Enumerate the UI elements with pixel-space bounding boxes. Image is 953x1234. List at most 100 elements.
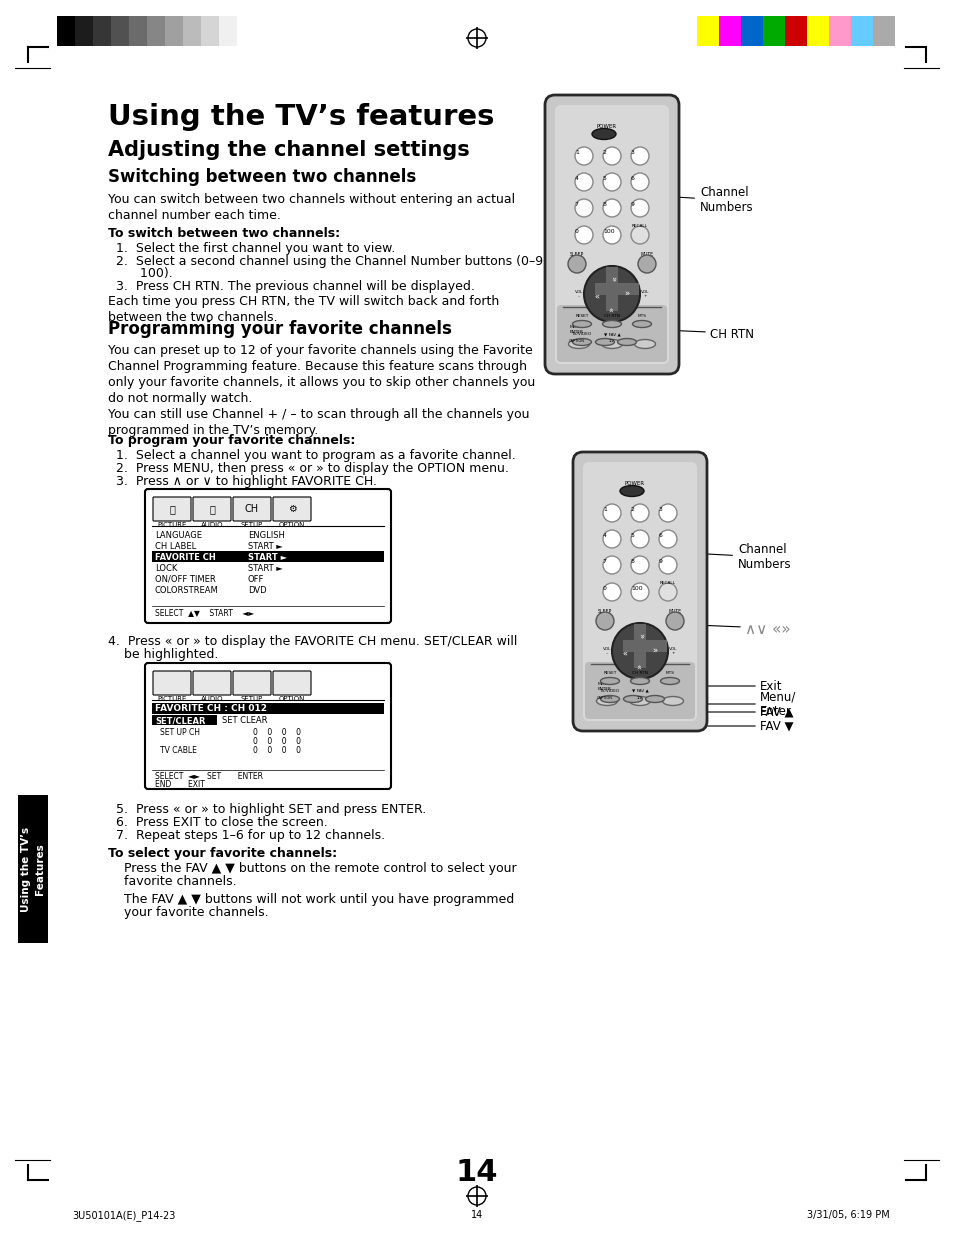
Text: OPTION: OPTION <box>278 696 305 702</box>
Text: SET UP CH: SET UP CH <box>160 728 200 737</box>
Ellipse shape <box>619 485 643 496</box>
Text: CAPTION: CAPTION <box>568 339 584 343</box>
Bar <box>828 16 850 46</box>
Text: CH–: CH– <box>607 325 616 329</box>
Text: SETUP: SETUP <box>240 522 263 528</box>
Text: 14: 14 <box>456 1157 497 1187</box>
Text: 6: 6 <box>630 176 634 181</box>
Circle shape <box>602 582 620 601</box>
Bar <box>622 640 644 652</box>
Text: 8: 8 <box>602 202 606 207</box>
Text: 3: 3 <box>630 151 634 155</box>
Circle shape <box>630 557 648 574</box>
Text: CH+: CH+ <box>606 267 617 271</box>
Text: 100).: 100). <box>116 267 172 280</box>
Text: LOCK: LOCK <box>154 564 177 573</box>
Text: »: » <box>594 290 598 299</box>
Circle shape <box>665 612 683 631</box>
Circle shape <box>575 226 593 244</box>
FancyBboxPatch shape <box>145 489 391 623</box>
Circle shape <box>583 267 639 322</box>
Circle shape <box>638 255 656 273</box>
Text: 0: 0 <box>602 586 606 591</box>
Text: FAVORITE CH: FAVORITE CH <box>154 553 215 561</box>
Bar <box>165 16 183 46</box>
Bar <box>806 16 828 46</box>
Text: »: » <box>607 276 616 281</box>
Text: SELECT  ▲▼    START    ◄►: SELECT ▲▼ START ◄► <box>154 608 253 617</box>
Text: ▼ FAV ▲: ▼ FAV ▲ <box>603 332 619 336</box>
Bar <box>201 16 219 46</box>
Circle shape <box>575 147 593 165</box>
Text: POWER: POWER <box>597 123 617 130</box>
FancyBboxPatch shape <box>233 671 271 695</box>
Text: LANGUAGE: LANGUAGE <box>154 531 202 540</box>
Text: MUTE: MUTE <box>668 610 680 615</box>
Bar <box>92 16 111 46</box>
Text: 2.  Select a second channel using the Channel Number buttons (0–9,: 2. Select a second channel using the Cha… <box>116 255 547 268</box>
Text: END       EXIT: END EXIT <box>154 780 205 789</box>
FancyBboxPatch shape <box>193 671 231 695</box>
Text: 3: 3 <box>659 507 662 512</box>
Text: EXIT: EXIT <box>664 682 674 686</box>
Bar <box>740 16 762 46</box>
Text: 2: 2 <box>602 151 606 155</box>
Bar <box>111 16 129 46</box>
Circle shape <box>659 529 677 548</box>
Text: DVD: DVD <box>248 586 266 595</box>
FancyBboxPatch shape <box>273 497 311 521</box>
Bar <box>617 283 639 295</box>
Text: VOL
–: VOL – <box>575 290 582 299</box>
FancyBboxPatch shape <box>582 462 697 721</box>
Text: You can still use Channel + / – to scan through all the channels you
programmed : You can still use Channel + / – to scan … <box>108 408 529 437</box>
Text: 6.  Press EXIT to close the screen.: 6. Press EXIT to close the screen. <box>116 816 328 829</box>
Text: AUDIO: AUDIO <box>200 696 223 702</box>
Text: To program your favorite channels:: To program your favorite channels: <box>108 434 355 447</box>
Text: FAV ▼: FAV ▼ <box>760 719 793 733</box>
Text: OFF: OFF <box>248 575 264 584</box>
Text: 4.  Press « or » to display the FAVORITE CH menu. SET/CLEAR will: 4. Press « or » to display the FAVORITE … <box>108 636 517 648</box>
Bar <box>595 283 617 295</box>
Bar <box>152 703 384 714</box>
Text: RESET: RESET <box>602 671 616 675</box>
Bar <box>183 16 201 46</box>
Text: You can switch between two channels without entering an actual
channel number ea: You can switch between two channels with… <box>108 193 515 222</box>
Text: VOL
+: VOL + <box>668 647 677 655</box>
Circle shape <box>630 226 648 244</box>
Text: your favorite channels.: your favorite channels. <box>124 906 269 919</box>
Text: 100: 100 <box>602 230 614 234</box>
Text: Each time you press CH RTN, the TV will switch back and forth
between the two ch: Each time you press CH RTN, the TV will … <box>108 295 498 325</box>
Text: 6: 6 <box>659 533 662 538</box>
Bar <box>152 552 384 561</box>
Text: 0    0    0    0: 0 0 0 0 <box>253 747 301 755</box>
Text: VOL
–: VOL – <box>602 647 611 655</box>
Circle shape <box>602 529 620 548</box>
Text: 4: 4 <box>575 176 578 181</box>
Text: CAPTION: CAPTION <box>597 696 613 700</box>
Text: 🖼: 🖼 <box>169 503 174 515</box>
Text: 1/2: 1/2 <box>608 339 615 343</box>
Circle shape <box>659 503 677 522</box>
Text: 3.  Press CH RTN. The previous channel will be displayed.: 3. Press CH RTN. The previous channel wi… <box>116 280 475 292</box>
Circle shape <box>602 226 620 244</box>
Bar <box>850 16 872 46</box>
Text: favorite channels.: favorite channels. <box>124 875 236 888</box>
Ellipse shape <box>601 339 622 348</box>
Ellipse shape <box>592 128 616 139</box>
Text: 3U50101A(E)_P14-23: 3U50101A(E)_P14-23 <box>71 1211 175 1220</box>
Bar <box>697 16 719 46</box>
Text: Channel
Numbers: Channel Numbers <box>670 543 791 571</box>
Bar <box>152 714 216 726</box>
Text: »: » <box>635 633 644 638</box>
Text: START ►: START ► <box>248 542 282 552</box>
Circle shape <box>630 173 648 191</box>
Circle shape <box>630 147 648 165</box>
Text: Menu/
Enter: Menu/ Enter <box>760 690 796 718</box>
Circle shape <box>612 623 667 679</box>
Bar <box>644 640 666 652</box>
Text: 3/31/05, 6:19 PM: 3/31/05, 6:19 PM <box>806 1211 889 1220</box>
Circle shape <box>596 612 614 631</box>
Bar <box>605 267 618 289</box>
Ellipse shape <box>617 338 636 346</box>
Bar <box>634 624 645 647</box>
